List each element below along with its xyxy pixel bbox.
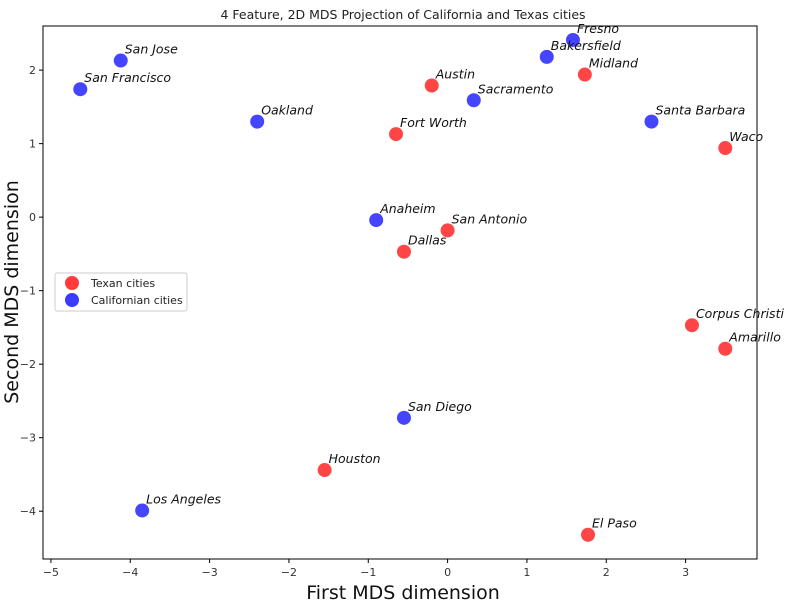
y-axis-label: Second MDS dimension (1, 180, 23, 404)
point-labels: Austin Midland Fort Worth Waco San Antonio Da… (84, 21, 784, 531)
data-point (396, 244, 411, 259)
data-point (424, 78, 439, 93)
data-point (135, 503, 150, 518)
point-label: San Jose (125, 42, 178, 57)
data-point (396, 410, 411, 425)
chart-title: 4 Feature, 2D MDS Projection of Californ… (220, 7, 585, 22)
data-point (317, 463, 332, 478)
x-tick-label: −2 (281, 566, 297, 579)
point-label: Waco (729, 129, 763, 144)
data-point (440, 223, 455, 238)
point-label: Dallas (408, 233, 447, 248)
x-tick-label: 3 (682, 566, 689, 579)
data-point (565, 32, 580, 47)
y-tick-label: 2 (29, 64, 36, 77)
point-label: El Paso (592, 516, 637, 531)
y-tick-label: 0 (29, 211, 36, 224)
y-tick-label: −2 (20, 358, 36, 371)
data-points (73, 32, 733, 542)
point-label: Los Angeles (146, 491, 221, 506)
point-label: Anaheim (379, 201, 435, 216)
x-tick-label: −3 (201, 566, 217, 579)
data-point (684, 318, 699, 333)
legend: Texan cities Californian cities (54, 272, 188, 312)
point-label: Austin (435, 67, 475, 82)
point-label: Sacramento (478, 81, 554, 96)
y-tick-label: −4 (20, 505, 36, 518)
point-label: Bakersfield (551, 38, 621, 53)
point-label: San Francisco (84, 70, 171, 85)
x-tick-label: −4 (122, 566, 138, 579)
data-point (577, 67, 592, 82)
x-axis: −5 −4 −3 −2 −1 0 1 2 3 (43, 559, 689, 579)
x-tick-label: 1 (523, 566, 530, 579)
data-point (718, 341, 733, 356)
data-point (389, 127, 404, 142)
x-tick-label: 0 (444, 566, 451, 579)
x-axis-label: First MDS dimension (306, 582, 500, 604)
x-tick-label: −5 (43, 566, 59, 579)
point-label: Santa Barbara (655, 103, 745, 118)
legend-marker-texan (65, 276, 79, 290)
legend-marker-californian (65, 293, 79, 307)
data-point (113, 53, 128, 68)
data-point (539, 49, 554, 64)
legend-box (54, 272, 188, 312)
point-label: Houston (329, 451, 381, 466)
data-point (644, 114, 659, 129)
point-label: Amarillo (728, 330, 781, 345)
point-label: San Antonio (452, 211, 528, 226)
point-label: Fort Worth (400, 115, 467, 130)
y-tick-label: −1 (20, 285, 36, 298)
plot-area (42, 25, 758, 560)
y-tick-label: 1 (29, 138, 36, 151)
data-point (250, 114, 265, 129)
data-point (466, 93, 481, 108)
point-label: Midland (589, 56, 638, 71)
data-point (581, 527, 596, 542)
legend-label-californian: Californian cities (91, 294, 183, 307)
legend-label-texan: Texan cities (90, 277, 155, 290)
data-point (718, 141, 733, 156)
point-label: Corpus Christi (696, 306, 785, 321)
data-point (369, 213, 384, 228)
data-point (73, 82, 88, 97)
point-label: Fresno (577, 21, 619, 36)
x-tick-label: 2 (603, 566, 610, 579)
point-label: San Diego (408, 399, 472, 414)
y-tick-label: −3 (20, 432, 36, 445)
x-tick-label: −1 (360, 566, 376, 579)
y-axis: −4 −3 −2 −1 0 1 2 (20, 64, 43, 518)
point-label: Oakland (261, 103, 313, 118)
